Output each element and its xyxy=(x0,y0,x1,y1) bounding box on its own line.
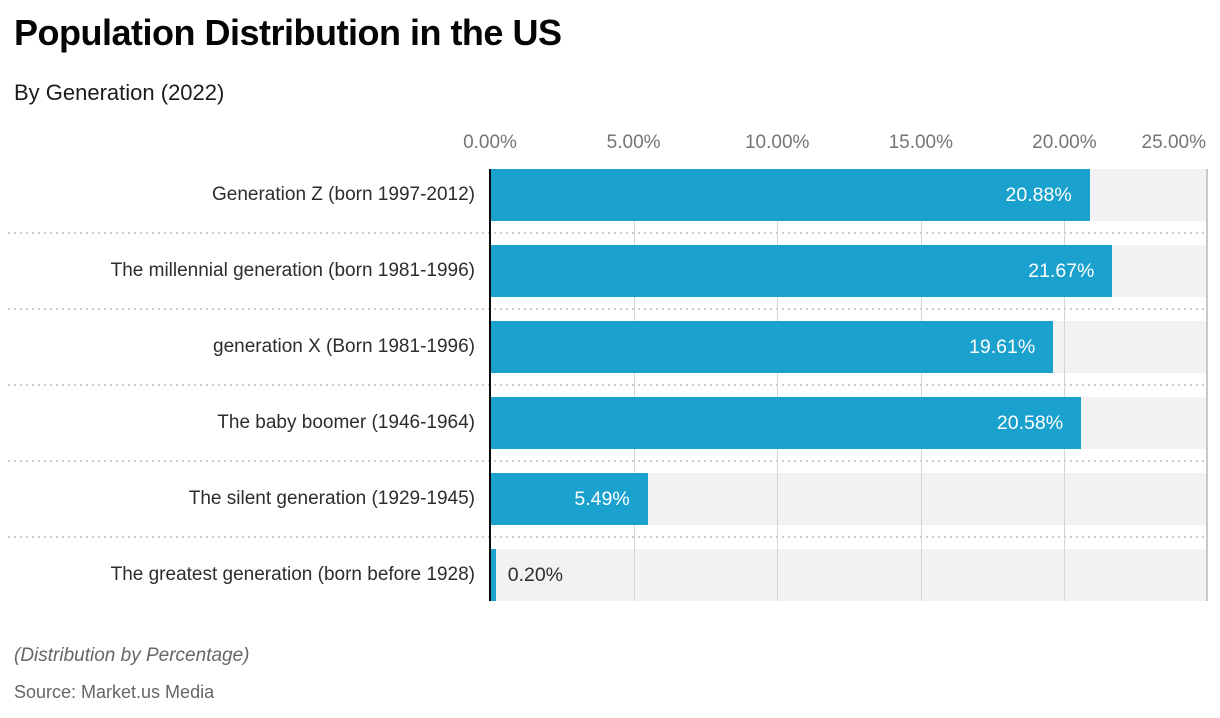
row-separator xyxy=(8,384,1208,386)
category-label: Generation Z (born 1997-2012) xyxy=(212,184,475,205)
category-label: The millennial generation (born 1981-199… xyxy=(110,260,475,281)
page-subtitle: By Generation (2022) xyxy=(14,80,225,105)
row-separator xyxy=(8,536,1208,538)
bar-value-label: 20.58% xyxy=(996,411,1064,434)
bar-value-label: 5.49% xyxy=(574,487,630,510)
bar: 20.58% xyxy=(490,397,1082,449)
bar-value-label: 19.61% xyxy=(969,335,1036,358)
bar-value-label: 21.67% xyxy=(1028,259,1095,282)
gridline xyxy=(920,169,922,601)
bar: 5.49% xyxy=(490,473,648,525)
x-tick-label: 15.00% xyxy=(888,132,954,153)
row-separator xyxy=(8,232,1208,234)
x-tick-label: 10.00% xyxy=(744,132,810,153)
bar: 20.88% xyxy=(490,169,1090,221)
bar-row: Generation Z (born 1997-2012) 20.88% xyxy=(0,169,1208,221)
gridline xyxy=(1206,169,1208,601)
bar-row: The greatest generation (born before 192… xyxy=(0,549,1208,601)
x-tick-label: 5.00% xyxy=(606,132,661,153)
plot-area: Generation Z (born 1997-2012) 20.88% The m… xyxy=(0,169,1208,601)
x-tick-label: 20.00% xyxy=(1032,132,1097,153)
category-label: generation X (Born 1981-1996) xyxy=(213,336,475,357)
bar: 19.61% xyxy=(490,321,1054,373)
bar: 21.67% xyxy=(490,245,1113,297)
row-separator xyxy=(8,460,1208,462)
category-label: The greatest generation (born before 192… xyxy=(110,564,475,585)
gridline xyxy=(777,169,779,601)
gridline xyxy=(633,169,635,601)
x-tick-label: 25.00% xyxy=(1141,132,1206,153)
bar: 0.20% xyxy=(490,549,563,601)
category-label: The silent generation (1929-1945) xyxy=(188,488,475,509)
x-axis: 0.00% 5.00% 10.00% 15.00% 20.00% 25.00% xyxy=(0,132,1208,158)
gridline xyxy=(1064,169,1066,601)
y-axis-line xyxy=(489,169,491,601)
category-label: The baby boomer (1946-1964) xyxy=(217,412,475,433)
bar-track xyxy=(490,549,1208,601)
page-title: Population Distribution in the US xyxy=(14,12,562,53)
source-credit: Source: Market.us Media xyxy=(14,682,215,702)
row-separator xyxy=(8,308,1208,310)
bar-value-label: 20.88% xyxy=(1005,183,1072,206)
bar-value-label: 0.20% xyxy=(507,563,564,586)
bar-row: The millennial generation (born 1981-199… xyxy=(0,245,1208,297)
bar-row: The baby boomer (1946-1964) 20.58% xyxy=(0,397,1208,449)
chart-note: (Distribution by Percentage) xyxy=(14,645,250,666)
bar-row: The silent generation (1929-1945) 5.49% xyxy=(0,473,1208,525)
x-tick-label: 0.00% xyxy=(463,132,517,153)
bar-row: generation X (Born 1981-1996) 19.61% xyxy=(0,321,1208,373)
